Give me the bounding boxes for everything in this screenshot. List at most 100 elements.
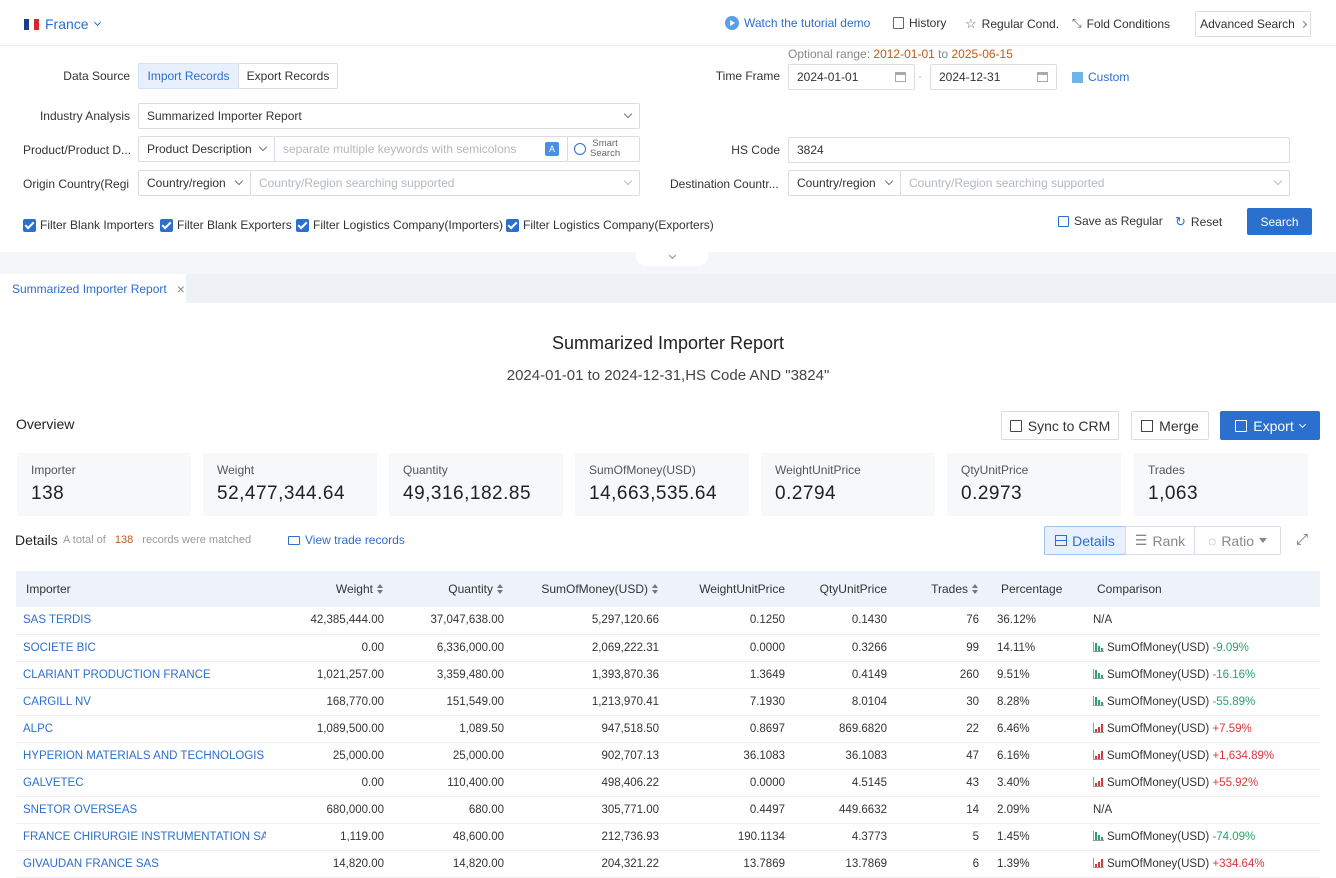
cell-percentage: 6.16%: [983, 742, 1087, 770]
view-trade-records-label: View trade records: [305, 533, 405, 547]
comparison-change: +55.92%: [1212, 776, 1259, 789]
smart-search-button[interactable]: Smart Search: [567, 136, 640, 162]
importer-link[interactable]: HYPERION MATERIALS AND TECHNOLOGIS: [16, 742, 266, 770]
comparison-label: SumOfMoney(USD): [1107, 857, 1210, 870]
col-quantity-label: Quantity: [448, 582, 493, 596]
cell-trades: 76: [895, 607, 983, 635]
origin-country-input[interactable]: Country/Region searching supported: [250, 170, 640, 196]
filter-label: Filter Blank Importers: [40, 218, 155, 232]
cell-weight-unit-price: 0.0000: [663, 634, 793, 662]
fullscreen-icon[interactable]: ⤢: [1296, 531, 1309, 548]
product-keywords-input[interactable]: separate multiple keywords with semicolo…: [274, 136, 568, 162]
country-selector[interactable]: France: [24, 16, 101, 32]
cell-qty-unit-price: 4.3773: [793, 823, 895, 851]
checkbox-checked-icon: [506, 218, 519, 232]
importer-link[interactable]: ALPC: [16, 715, 266, 743]
cell-weight: 1,119.00: [266, 823, 388, 851]
cell-money: 1,393,870.36: [508, 661, 663, 689]
hs-code-input[interactable]: 3824: [788, 137, 1290, 163]
export-label: Export: [1253, 417, 1294, 434]
details-view-button[interactable]: Details: [1044, 526, 1126, 555]
filter-logistics-importers-checkbox[interactable]: Filter Logistics Company(Importers): [296, 218, 503, 232]
save-regular-button[interactable]: Save as Regular: [1058, 214, 1163, 228]
cell-quantity: 110,400.00: [388, 769, 508, 797]
chevron-down-icon: [234, 176, 244, 186]
col-quantity[interactable]: Quantity: [388, 571, 508, 607]
col-qup-label: QtyUnitPrice: [819, 582, 887, 596]
fold-icon: ⤡: [1072, 16, 1082, 30]
col-trades-label: Trades: [931, 582, 968, 596]
cell-quantity: 151,549.00: [388, 688, 508, 716]
cell-qty-unit-price: 0.3266: [793, 634, 895, 662]
cell-money: 947,518.50: [508, 715, 663, 743]
filter-blank-exporters-checkbox[interactable]: Filter Blank Exporters: [160, 218, 292, 232]
date-from-field[interactable]: 2024-01-01: [788, 64, 915, 90]
destination-country-input[interactable]: Country/Region searching supported: [900, 170, 1290, 196]
origin-type-select[interactable]: Country/region: [138, 170, 251, 196]
table-icon: [1055, 535, 1068, 546]
importer-link[interactable]: CLARIANT PRODUCTION FRANCE: [16, 661, 266, 689]
collapse-handle[interactable]: [636, 250, 708, 266]
fold-conditions-label: Fold Conditions: [1086, 16, 1170, 31]
cell-trades: 43: [895, 769, 983, 797]
importer-link[interactable]: FRANCE CHIRURGIE INSTRUMENTATION SAS F..…: [16, 823, 266, 851]
sync-icon: [1009, 419, 1022, 432]
table-row: FRANCE CHIRURGIE INSTRUMENTATION SAS F..…: [16, 823, 1320, 851]
sync-crm-button[interactable]: Sync to CRM: [1001, 411, 1119, 440]
export-records-button[interactable]: Export Records: [238, 63, 338, 89]
details-table-body: SAS TERDIS 42,385,444.00 37,047,638.00 5,29…: [16, 607, 1320, 878]
date-to-field[interactable]: 2024-12-31: [930, 64, 1057, 90]
view-trade-records-link[interactable]: View trade records: [288, 533, 405, 547]
cell-comparison: SumOfMoney(USD) +55.92%: [1087, 769, 1320, 797]
top-bar: [0, 0, 1336, 46]
data-source-toggle: Import Records Export Records: [138, 63, 338, 89]
export-button[interactable]: Export: [1220, 411, 1320, 440]
fold-conditions-link[interactable]: ⤡ Fold Conditions: [1072, 16, 1170, 31]
custom-link[interactable]: Custom: [1072, 70, 1129, 84]
industry-select[interactable]: Summarized Importer Report: [138, 103, 640, 129]
reset-icon: ↻: [1175, 214, 1186, 229]
stat-card-weight: Weight 52,477,344.64: [203, 453, 377, 516]
tab-summarized-importer-report[interactable]: Summarized Importer Report ×: [0, 274, 186, 304]
merge-icon: [1141, 419, 1154, 432]
history-link[interactable]: History: [893, 16, 946, 30]
cell-quantity: 680.00: [388, 796, 508, 824]
importer-link[interactable]: CARGILL NV: [16, 688, 266, 716]
cell-weight-unit-price: 0.1250: [663, 607, 793, 635]
filter-logistics-exporters-checkbox[interactable]: Filter Logistics Company(Exporters): [506, 218, 714, 232]
history-label: History: [909, 16, 947, 30]
product-type-select[interactable]: Product Description: [138, 136, 275, 162]
importer-link[interactable]: SOCIETE BIC: [16, 634, 266, 662]
merge-button[interactable]: Merge: [1131, 411, 1209, 440]
importer-link[interactable]: SNETOR OVERSEAS: [16, 796, 266, 824]
close-icon[interactable]: ×: [176, 281, 185, 297]
col-trades[interactable]: Trades: [895, 571, 983, 607]
import-records-button[interactable]: Import Records: [138, 63, 239, 89]
chevron-down-icon: [884, 176, 894, 186]
ratio-view-button[interactable]: ◌ Ratio: [1194, 526, 1281, 555]
col-money[interactable]: SumOfMoney(USD): [508, 571, 663, 607]
importer-link[interactable]: GALVETEC: [16, 769, 266, 797]
advanced-search-button[interactable]: Advanced Search: [1195, 11, 1311, 37]
tutorial-link[interactable]: Watch the tutorial demo: [725, 16, 870, 30]
rank-view-button[interactable]: ☰ Rank: [1125, 526, 1195, 555]
optional-range-label: Optional range: [788, 47, 867, 61]
importer-link[interactable]: GIVAUDAN FRANCE SAS: [16, 850, 266, 878]
col-importer-label: Importer: [26, 582, 71, 596]
destination-type-select[interactable]: Country/region: [788, 170, 901, 196]
cell-comparison: SumOfMoney(USD) -9.09%: [1087, 634, 1320, 662]
reset-button[interactable]: ↻ Reset: [1175, 214, 1222, 230]
col-weight[interactable]: Weight: [266, 571, 388, 607]
cell-comparison: SumOfMoney(USD) +1,634.89%: [1087, 742, 1320, 770]
search-button[interactable]: Search: [1247, 208, 1312, 235]
regular-cond-link[interactable]: ☆ Regular Cond.: [965, 16, 1059, 32]
cell-money: 5,297,120.66: [508, 607, 663, 635]
cell-percentage: 2.09%: [983, 796, 1087, 824]
stat-title: Quantity: [403, 463, 448, 477]
cell-qty-unit-price: 4.5145: [793, 769, 895, 797]
comparison-label: SumOfMoney(USD): [1107, 830, 1210, 843]
importer-link[interactable]: SAS TERDIS: [16, 607, 266, 635]
report-title: Summarized Importer Report: [551, 333, 785, 353]
filter-blank-importers-checkbox[interactable]: Filter Blank Importers: [23, 218, 154, 232]
filter-label: Filter Logistics Company(Exporters): [523, 218, 714, 232]
